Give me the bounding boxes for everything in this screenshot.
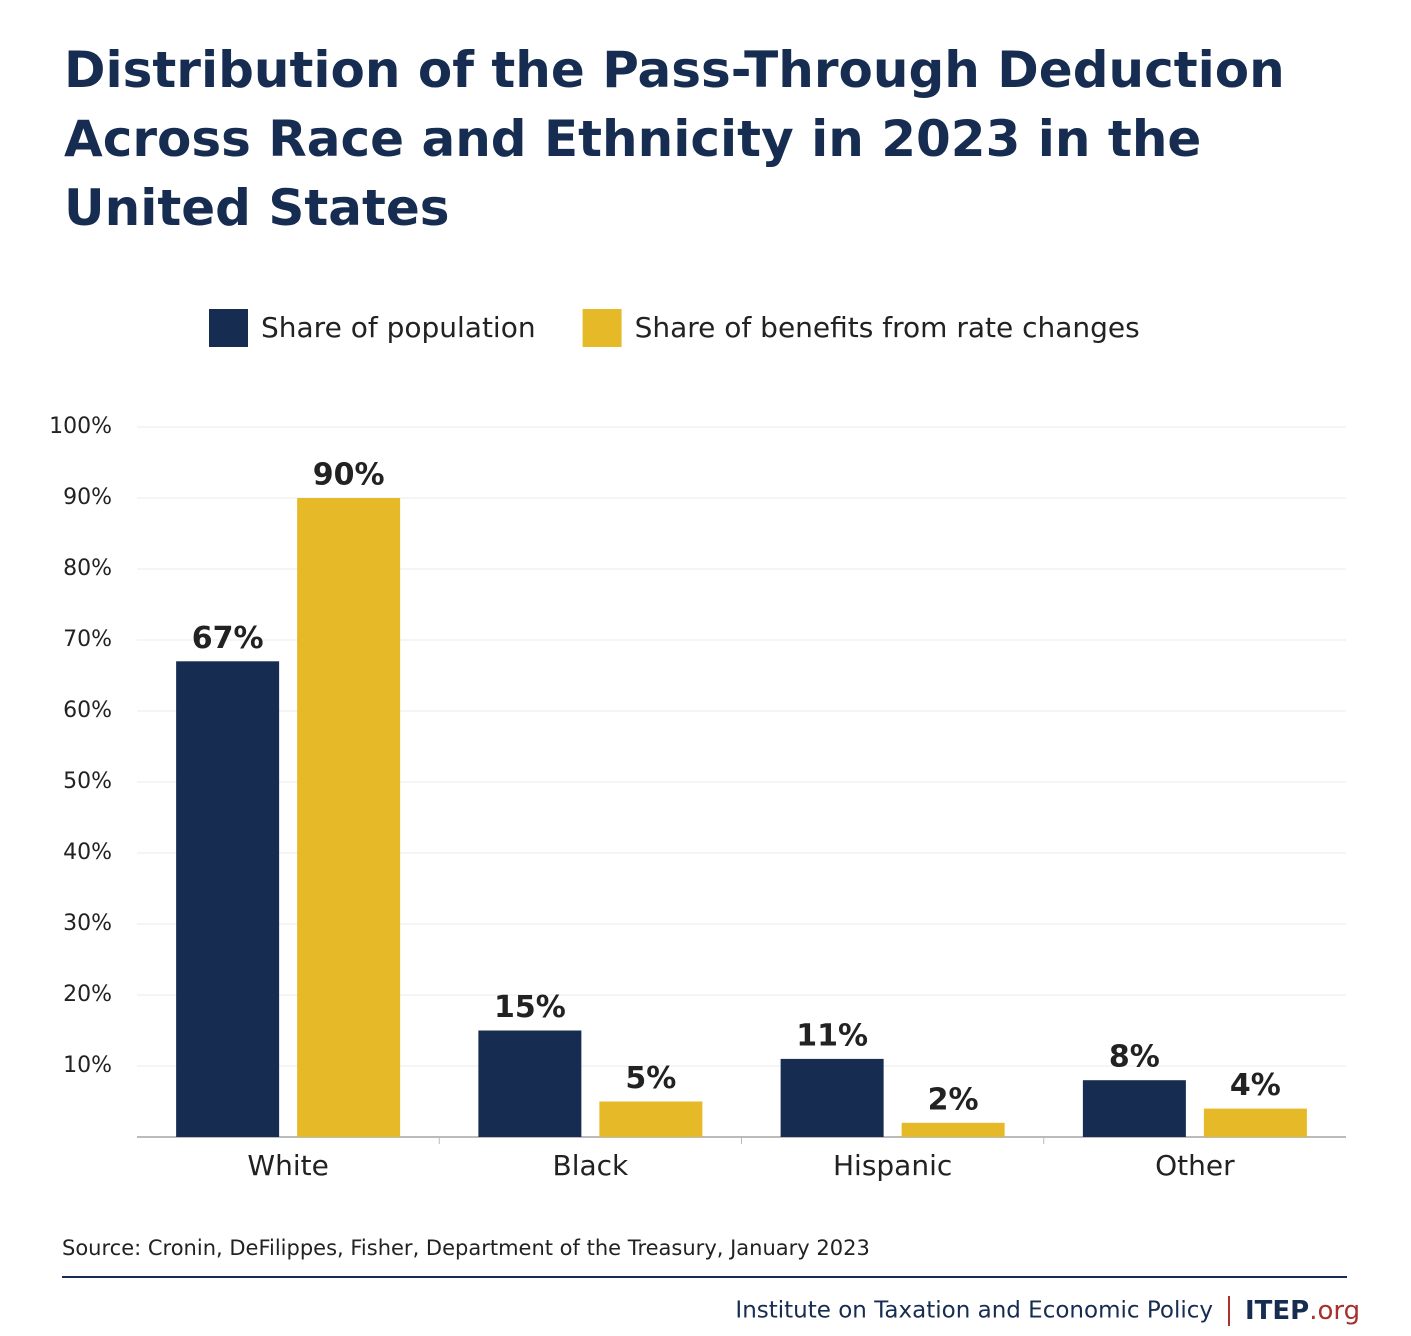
bar xyxy=(297,498,401,1137)
y-tick-label: 90% xyxy=(63,485,112,510)
bar xyxy=(599,1101,703,1137)
y-tick-label: 100% xyxy=(49,414,112,439)
y-tick-label: 30% xyxy=(63,911,112,936)
x-tick-label: Other xyxy=(1155,1149,1235,1182)
y-tick-label: 10% xyxy=(63,1053,112,1078)
value-label: 15% xyxy=(494,990,566,1025)
x-tick-label: White xyxy=(247,1149,328,1182)
y-tick-label: 40% xyxy=(63,840,112,865)
chart-title: Distribution of the Pass-Through Deducti… xyxy=(64,41,1285,237)
y-tick-label: 80% xyxy=(63,556,112,581)
bar xyxy=(1082,1080,1186,1137)
x-tick-label: Black xyxy=(552,1149,629,1182)
legend-label: Share of population xyxy=(261,311,536,344)
value-label: 90% xyxy=(313,458,385,493)
legend-swatch xyxy=(209,309,248,347)
footer-organization: Institute on Taxation and Economic Polic… xyxy=(735,1298,1213,1324)
value-label: 4% xyxy=(1230,1068,1281,1103)
y-tick-label: 70% xyxy=(63,627,112,652)
logo: ITEP xyxy=(1245,1296,1309,1326)
bar xyxy=(478,1030,582,1137)
y-tick-label: 20% xyxy=(63,982,112,1007)
y-tick-label: 50% xyxy=(63,769,112,794)
bar xyxy=(901,1122,1005,1137)
y-tick-label: 60% xyxy=(63,698,112,723)
value-label: 67% xyxy=(192,621,264,656)
value-label: 2% xyxy=(928,1082,979,1117)
bar xyxy=(780,1058,884,1137)
legend-swatch xyxy=(582,309,622,347)
bar xyxy=(1203,1108,1307,1137)
logo-suffix: .org xyxy=(1309,1296,1360,1326)
value-label: 11% xyxy=(796,1018,868,1053)
x-tick-label: Hispanic xyxy=(833,1149,952,1182)
value-label: 5% xyxy=(625,1061,676,1096)
footer-logo: ITEP.org xyxy=(1245,1296,1360,1326)
source: Source: Cronin, DeFilippes, Fisher, Depa… xyxy=(62,1236,870,1260)
legend-label: Share of benefits from rate changes xyxy=(635,311,1140,344)
bar xyxy=(176,661,280,1137)
value-label: 8% xyxy=(1109,1040,1160,1075)
